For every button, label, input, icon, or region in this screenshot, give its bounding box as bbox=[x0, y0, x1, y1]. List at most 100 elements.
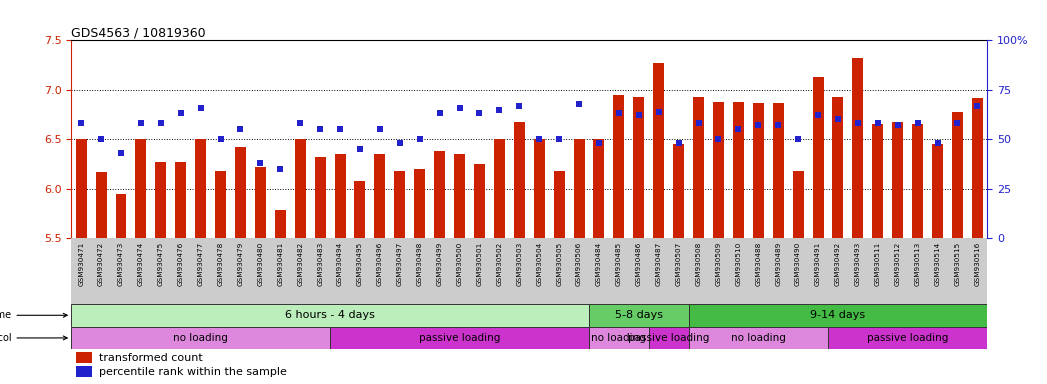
Bar bbox=[235, 147, 246, 238]
Bar bbox=[832, 97, 844, 238]
Bar bbox=[75, 366, 92, 377]
Text: GSM930479: GSM930479 bbox=[238, 241, 244, 286]
Point bbox=[630, 113, 647, 119]
Text: GSM930502: GSM930502 bbox=[496, 241, 503, 286]
Point bbox=[809, 113, 826, 119]
Text: GSM930487: GSM930487 bbox=[655, 241, 662, 286]
Point bbox=[73, 120, 90, 126]
Text: GSM930482: GSM930482 bbox=[297, 241, 304, 286]
Point bbox=[869, 120, 886, 126]
Point bbox=[730, 126, 747, 132]
Bar bbox=[689, 304, 987, 327]
Point bbox=[352, 146, 369, 152]
Text: GSM930496: GSM930496 bbox=[377, 241, 383, 286]
Bar bbox=[812, 77, 824, 238]
Point bbox=[929, 140, 945, 146]
Bar bbox=[649, 327, 689, 349]
Text: GSM930490: GSM930490 bbox=[795, 241, 801, 286]
Bar bbox=[274, 210, 286, 238]
Text: GSM930506: GSM930506 bbox=[576, 241, 582, 286]
Bar bbox=[115, 194, 127, 238]
Text: GSM930497: GSM930497 bbox=[397, 241, 403, 286]
Point bbox=[392, 140, 408, 146]
Point bbox=[153, 120, 170, 126]
Bar bbox=[315, 157, 326, 238]
Point bbox=[690, 120, 707, 126]
Text: GSM930499: GSM930499 bbox=[437, 241, 443, 286]
Text: GDS4563 / 10819360: GDS4563 / 10819360 bbox=[71, 26, 206, 39]
Bar bbox=[474, 164, 485, 238]
Text: GSM930478: GSM930478 bbox=[218, 241, 224, 286]
Bar bbox=[75, 353, 92, 363]
Point bbox=[551, 136, 567, 142]
Bar bbox=[435, 151, 445, 238]
Bar bbox=[828, 327, 987, 349]
Bar bbox=[71, 327, 330, 349]
Text: GSM930510: GSM930510 bbox=[735, 241, 741, 286]
Text: GSM930501: GSM930501 bbox=[476, 241, 483, 286]
Text: transformed count: transformed count bbox=[98, 353, 202, 363]
Point bbox=[889, 122, 906, 128]
Text: passive loading: passive loading bbox=[867, 333, 949, 343]
Text: GSM930476: GSM930476 bbox=[178, 241, 183, 286]
Text: GSM930471: GSM930471 bbox=[79, 241, 84, 286]
Text: GSM930512: GSM930512 bbox=[895, 241, 900, 286]
Point bbox=[591, 140, 607, 146]
Text: time: time bbox=[0, 310, 67, 320]
Text: GSM930485: GSM930485 bbox=[616, 241, 622, 286]
Point bbox=[173, 111, 190, 117]
Bar bbox=[673, 144, 684, 238]
Text: GSM930480: GSM930480 bbox=[258, 241, 264, 286]
Bar bbox=[773, 103, 784, 238]
Text: GSM930495: GSM930495 bbox=[357, 241, 363, 286]
Bar bbox=[215, 171, 226, 238]
Bar bbox=[175, 162, 186, 238]
Text: 6 hours - 4 days: 6 hours - 4 days bbox=[285, 310, 375, 320]
Point bbox=[292, 120, 309, 126]
Bar bbox=[534, 139, 544, 238]
Text: GSM930483: GSM930483 bbox=[317, 241, 324, 286]
Bar bbox=[574, 139, 584, 238]
Text: GSM930514: GSM930514 bbox=[935, 241, 940, 286]
Text: GSM930508: GSM930508 bbox=[695, 241, 701, 286]
Text: GSM930515: GSM930515 bbox=[955, 241, 960, 286]
Point bbox=[710, 136, 727, 142]
Bar bbox=[415, 169, 425, 238]
Text: GSM930473: GSM930473 bbox=[118, 241, 124, 286]
Point bbox=[610, 111, 627, 117]
Point bbox=[491, 106, 508, 113]
Bar bbox=[395, 171, 405, 238]
Bar bbox=[912, 124, 923, 238]
Bar bbox=[589, 327, 649, 349]
Point bbox=[909, 120, 926, 126]
Text: GSM930498: GSM930498 bbox=[417, 241, 423, 286]
Text: GSM930505: GSM930505 bbox=[556, 241, 562, 286]
Text: no loading: no loading bbox=[592, 333, 646, 343]
Point bbox=[650, 108, 667, 114]
Text: passive loading: passive loading bbox=[628, 333, 710, 343]
Point bbox=[451, 104, 468, 111]
Text: GSM930507: GSM930507 bbox=[675, 241, 682, 286]
Bar bbox=[554, 171, 564, 238]
Text: GSM930494: GSM930494 bbox=[337, 241, 343, 286]
Point bbox=[789, 136, 806, 142]
Text: percentile rank within the sample: percentile rank within the sample bbox=[98, 367, 287, 377]
Point bbox=[272, 166, 289, 172]
Bar bbox=[330, 327, 589, 349]
Point bbox=[471, 111, 488, 117]
Text: GSM930489: GSM930489 bbox=[775, 241, 781, 286]
Point bbox=[431, 111, 448, 117]
Point bbox=[968, 103, 985, 109]
Bar bbox=[195, 139, 206, 238]
Bar bbox=[733, 102, 743, 238]
Point bbox=[511, 103, 528, 109]
Point bbox=[133, 120, 150, 126]
Point bbox=[829, 116, 846, 122]
Bar bbox=[71, 304, 589, 327]
Point bbox=[372, 126, 388, 132]
Text: GSM930491: GSM930491 bbox=[815, 241, 821, 286]
Point bbox=[670, 140, 687, 146]
Text: GSM930484: GSM930484 bbox=[596, 241, 602, 286]
Bar bbox=[892, 122, 904, 238]
Text: 9-14 days: 9-14 days bbox=[810, 310, 866, 320]
